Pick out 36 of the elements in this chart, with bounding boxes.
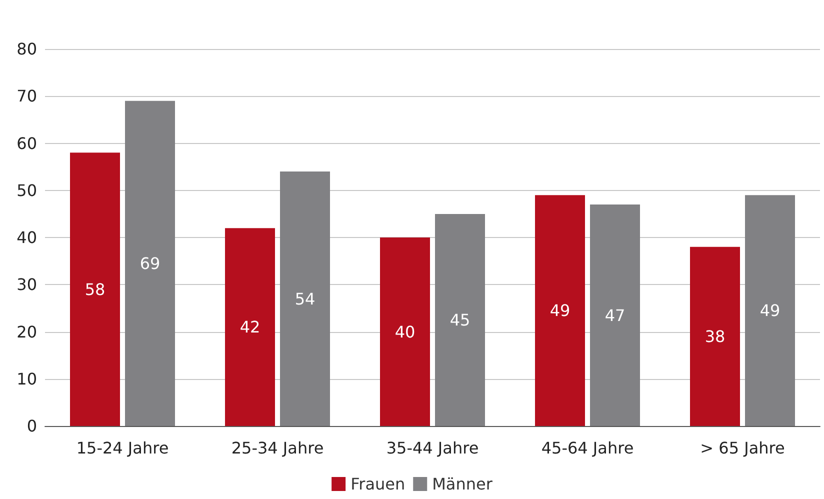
- y-tick-label: 50: [16, 180, 37, 200]
- x-tick-label: > 65 Jahre: [700, 438, 785, 458]
- bar: [70, 152, 120, 426]
- bar: [535, 195, 585, 426]
- x-tick-label: 35-44 Jahre: [386, 438, 479, 458]
- y-tick-label: 30: [16, 275, 37, 294]
- bar: [380, 238, 430, 426]
- data-label: 54: [294, 289, 316, 308]
- legend-label: Frauen: [350, 474, 406, 494]
- bar: [690, 246, 740, 426]
- x-tick-label: 25-34 Jahre: [231, 438, 324, 458]
- y-tick-label: 40: [16, 228, 37, 247]
- y-tick-label: 80: [16, 40, 37, 58]
- y-tick-label: 10: [16, 369, 37, 388]
- bar: [745, 195, 795, 426]
- bar: [280, 172, 330, 426]
- y-tick-label: 70: [16, 86, 37, 106]
- y-tick-label: 20: [16, 322, 37, 342]
- y-tick-label: 0: [26, 416, 37, 436]
- bar: [435, 214, 485, 426]
- data-label: 49: [760, 301, 780, 320]
- data-label: 42: [240, 318, 260, 337]
- bar: [590, 204, 640, 426]
- bar: [125, 100, 175, 426]
- data-label: 45: [450, 310, 470, 330]
- legend-label: Männer: [432, 474, 493, 494]
- data-label: 49: [550, 301, 570, 320]
- y-tick-label: 60: [16, 134, 37, 153]
- data-label: 38: [704, 326, 726, 346]
- data-label: 58: [84, 280, 106, 299]
- bar: [225, 228, 275, 426]
- data-label: 69: [140, 254, 160, 273]
- data-label: 47: [604, 306, 626, 325]
- x-tick-label: 15-24 Jahre: [76, 438, 169, 458]
- x-tick-label: 45-64 Jahre: [541, 438, 634, 458]
- data-label: 40: [394, 322, 416, 342]
